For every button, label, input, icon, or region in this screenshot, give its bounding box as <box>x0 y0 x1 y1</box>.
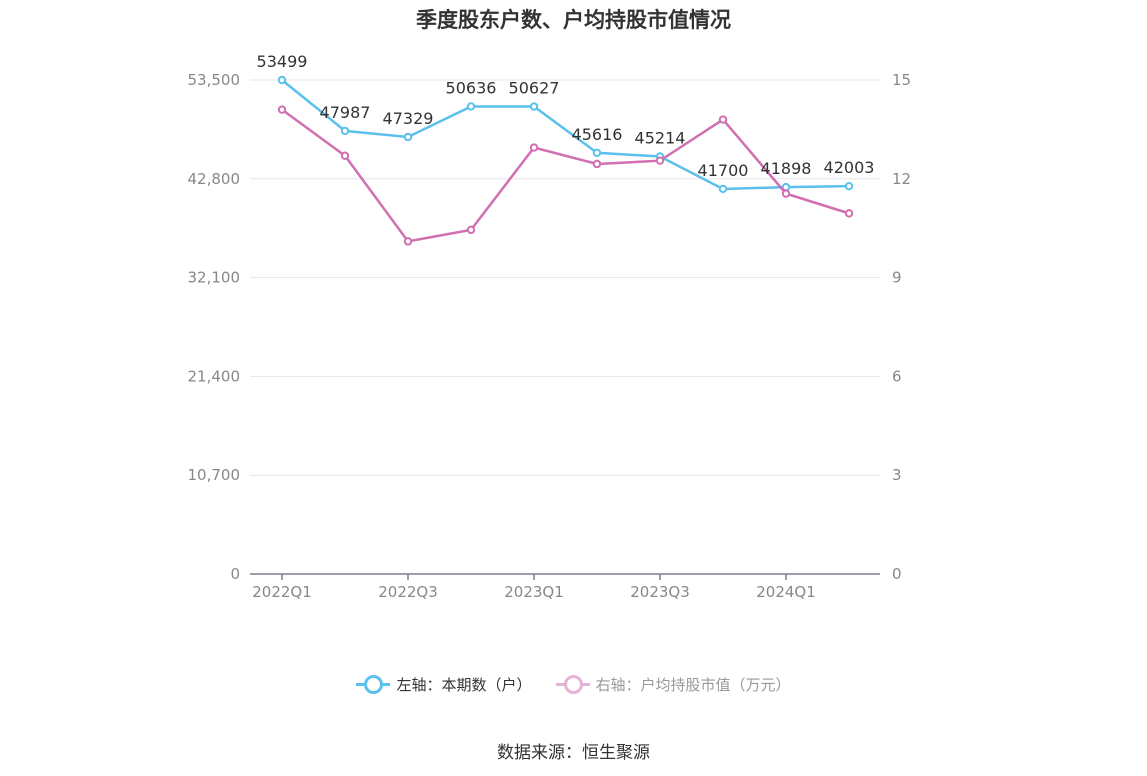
series-point-1 <box>277 105 287 114</box>
data-label: 47329 <box>383 109 434 128</box>
x-tick-label: 2022Q3 <box>378 583 438 601</box>
data-label: 41700 <box>698 161 749 180</box>
series-point-0 <box>466 102 476 111</box>
x-tick-label: 2023Q3 <box>630 583 690 601</box>
legend-line-marker-icon <box>555 673 590 695</box>
data-label: 42003 <box>824 158 875 177</box>
series-point-0 <box>340 126 350 136</box>
x-tick-label: 2024Q1 <box>756 583 816 601</box>
chart-plot: 0 0 10,700 3 21,400 6 32,100 9 42,800 12 53,500 15 2… <box>188 52 912 601</box>
series-point-1 <box>466 225 476 235</box>
y-right-tick-label: 3 <box>892 466 902 484</box>
series-point-0 <box>592 148 602 157</box>
y-right-tick-label: 15 <box>892 71 911 89</box>
x-tick-label: 2023Q1 <box>504 583 564 601</box>
grid-lines <box>250 79 880 476</box>
series-lines <box>277 75 854 246</box>
legend-label-avg-value: 右轴：户均持股市值（万元） <box>595 675 791 694</box>
series-line-0 <box>281 79 850 191</box>
series-line-1 <box>281 108 850 243</box>
x-tick-label: 2022Q1 <box>252 583 312 601</box>
data-label: 45616 <box>572 125 623 144</box>
series-point-1 <box>529 143 539 152</box>
y-left-tick-label: 10,700 <box>188 466 241 484</box>
data-label: 41898 <box>761 159 812 178</box>
data-label: 45214 <box>635 129 686 148</box>
series-point-1 <box>844 209 854 218</box>
legend-label-households: 左轴：本期数（户） <box>396 675 532 694</box>
legend-item-avg-value[interactable]: 右轴：户均持股市值（万元） <box>555 673 791 695</box>
axes: 0 0 10,700 3 21,400 6 32,100 9 42,800 12 53,500 15 2… <box>188 71 912 601</box>
data-label: 53499 <box>257 52 308 71</box>
y-right-tick-label: 0 <box>892 565 902 583</box>
series-point-0 <box>277 75 287 85</box>
y-left-tick-label: 0 <box>230 565 240 583</box>
y-right-tick-label: 12 <box>892 170 911 188</box>
chart-title: 季度股东户数、户均持股市值情况 <box>416 8 731 32</box>
series-point-0 <box>403 132 413 142</box>
y-right-tick-label: 9 <box>892 269 902 287</box>
data-label: 50636 <box>446 78 497 97</box>
legend-line-marker-icon <box>356 673 391 695</box>
data-source: 数据来源：恒生聚源 <box>497 743 650 763</box>
series-point-1 <box>592 159 602 169</box>
y-left-tick-label: 53,500 <box>188 71 241 89</box>
data-label: 50627 <box>509 79 560 98</box>
series-point-1 <box>781 189 791 198</box>
series-point-0 <box>718 184 728 194</box>
y-right-tick-label: 6 <box>892 367 902 385</box>
series-point-1 <box>655 156 665 165</box>
series-point-0 <box>529 102 539 111</box>
legend-item-households[interactable]: 左轴：本期数（户） <box>356 673 532 695</box>
series-point-1 <box>340 151 350 160</box>
y-left-tick-label: 21,400 <box>188 367 241 385</box>
y-left-tick-label: 42,800 <box>188 170 241 188</box>
y-left-tick-label: 32,100 <box>188 269 241 287</box>
legend: 左轴：本期数（户） 右轴：户均持股市值（万元） <box>0 673 1147 695</box>
series-point-1 <box>718 115 728 124</box>
data-labels: 53499 47987 47329 50636 50627 45616 45214 41700… <box>257 52 875 180</box>
series-point-1 <box>403 237 413 246</box>
series-point-0 <box>844 181 854 191</box>
data-label: 47987 <box>320 103 371 122</box>
